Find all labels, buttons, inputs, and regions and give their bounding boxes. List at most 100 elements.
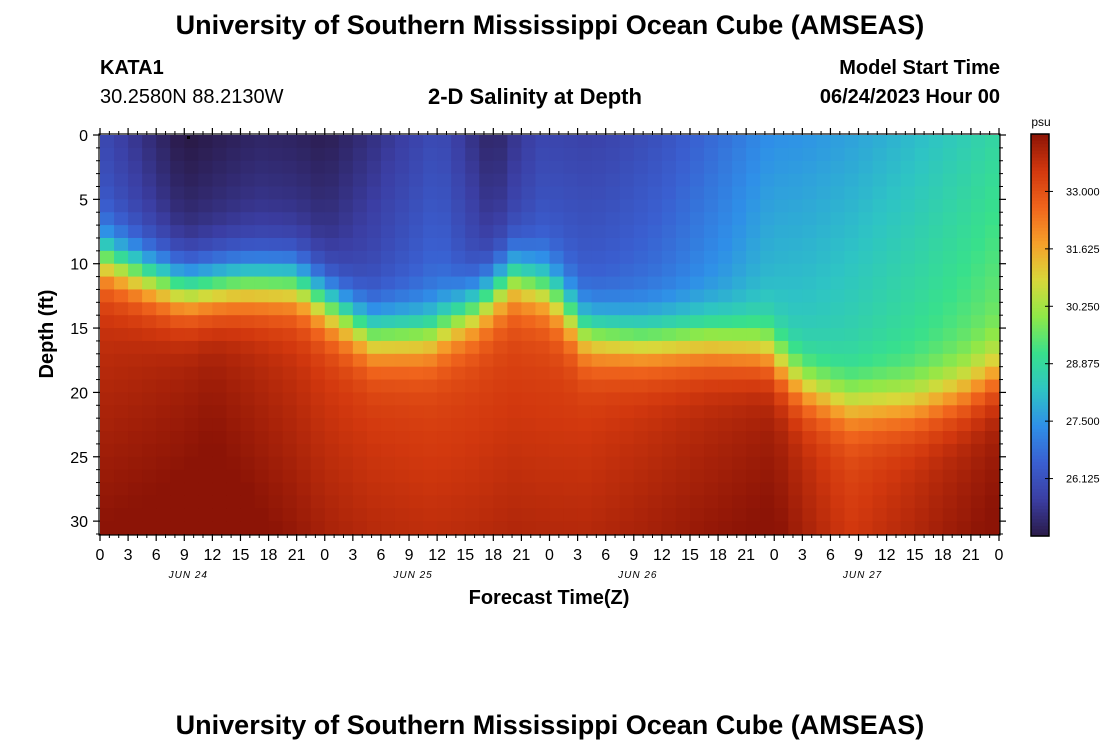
heatmap-cell	[479, 186, 494, 200]
heatmap-cell	[830, 289, 846, 303]
heatmap-cell	[732, 328, 747, 342]
heatmap-cell	[675, 482, 691, 496]
heatmap-cell	[156, 315, 171, 329]
x-tick-label: 0	[545, 547, 554, 564]
heatmap-cell	[563, 366, 579, 381]
heatmap-cell	[549, 160, 565, 175]
heatmap-cell	[324, 495, 340, 509]
heatmap-cell	[409, 495, 424, 509]
heatmap-cell	[647, 340, 663, 355]
heatmap-cell	[324, 418, 340, 432]
heatmap-cell	[844, 212, 860, 226]
heatmap-cell	[521, 135, 537, 149]
heatmap-cell	[942, 353, 958, 368]
heatmap-cell	[984, 456, 1000, 471]
heatmap-cell	[352, 392, 368, 406]
heatmap-cell	[128, 418, 143, 432]
heatmap-cell	[535, 353, 551, 368]
heatmap-cell	[296, 199, 312, 213]
heatmap-cell	[423, 340, 438, 355]
heatmap-cell	[282, 418, 298, 432]
heatmap-cell	[802, 160, 817, 175]
heatmap-cell	[675, 431, 691, 445]
heatmap-cell	[100, 315, 115, 329]
heatmap-cell	[928, 328, 944, 342]
heatmap-cell	[900, 379, 916, 394]
heatmap-cell	[226, 521, 242, 535]
heatmap-cell	[886, 366, 902, 381]
heatmap-cell	[310, 212, 326, 226]
heatmap-cell	[409, 443, 424, 458]
x-tick-label: 21	[962, 547, 980, 564]
heatmap-cell	[493, 160, 508, 175]
heatmap-cell	[170, 173, 185, 188]
heatmap-cell	[170, 469, 185, 484]
heatmap-cell	[156, 340, 171, 355]
heatmap-cell	[619, 276, 635, 291]
heatmap-cell	[380, 431, 396, 445]
heatmap-cell	[956, 431, 972, 445]
heatmap-cell	[170, 186, 185, 200]
heatmap-cell	[240, 263, 256, 278]
heatmap-cell	[633, 366, 649, 381]
heatmap-cell	[310, 508, 326, 522]
heatmap-cell	[380, 199, 396, 213]
heatmap-cell	[760, 276, 775, 291]
chart-subtitle: 2-D Salinity at Depth	[428, 84, 642, 109]
heatmap-cell	[380, 212, 396, 226]
y-tick-label: 30	[70, 514, 88, 531]
heatmap-cell	[142, 405, 157, 419]
heatmap-cell	[900, 431, 916, 445]
heatmap-cell	[774, 237, 789, 252]
heatmap-cell	[409, 250, 424, 265]
heatmap-cell	[563, 147, 579, 162]
heatmap-cell	[774, 431, 789, 445]
heatmap-cell	[535, 147, 551, 162]
heatmap-cell	[100, 135, 115, 149]
heatmap-cell	[198, 456, 213, 471]
heatmap-cell	[563, 263, 579, 278]
heatmap-cell	[872, 173, 888, 188]
heatmap-cell	[774, 173, 789, 188]
heatmap-cell	[479, 237, 494, 252]
heatmap-cell	[633, 225, 649, 239]
heatmap-cell	[928, 160, 944, 175]
heatmap-cell	[872, 289, 888, 303]
heatmap-cell	[619, 495, 635, 509]
heatmap-cell	[254, 379, 270, 394]
heatmap-cell	[942, 289, 958, 303]
heatmap-cell	[170, 250, 185, 265]
heatmap-cell	[409, 340, 424, 355]
heatmap-cell	[984, 521, 1000, 535]
heatmap-cell	[394, 199, 410, 213]
heatmap-cell	[591, 276, 607, 291]
heatmap-cell	[577, 173, 593, 188]
heatmap-cell	[184, 469, 199, 484]
heatmap-cell	[661, 431, 677, 445]
heatmap-cell	[689, 328, 705, 342]
colorbar-segment	[1031, 201, 1049, 205]
heatmap-cell	[675, 147, 691, 162]
heatmap-cell	[465, 173, 480, 188]
heatmap-cell	[465, 443, 480, 458]
heatmap-cell	[409, 212, 424, 226]
heatmap-cell	[928, 379, 944, 394]
heatmap-cell	[535, 495, 551, 509]
heatmap-cell	[226, 482, 242, 496]
heatmap-cell	[128, 160, 143, 175]
heatmap-cell	[100, 366, 115, 381]
heatmap-cell	[535, 263, 551, 278]
heatmap-cell	[212, 418, 228, 432]
heatmap-cell	[858, 482, 874, 496]
heatmap-cell	[577, 482, 593, 496]
heatmap-cell	[156, 482, 171, 496]
heatmap-cell	[521, 431, 537, 445]
heatmap-cell	[465, 482, 480, 496]
heatmap-cell	[830, 456, 846, 471]
heatmap-cell	[914, 521, 930, 535]
heatmap-cell	[114, 302, 129, 316]
heatmap-cell	[198, 392, 213, 406]
day-label: JUN 24	[168, 570, 208, 581]
heatmap-cell	[114, 353, 129, 368]
